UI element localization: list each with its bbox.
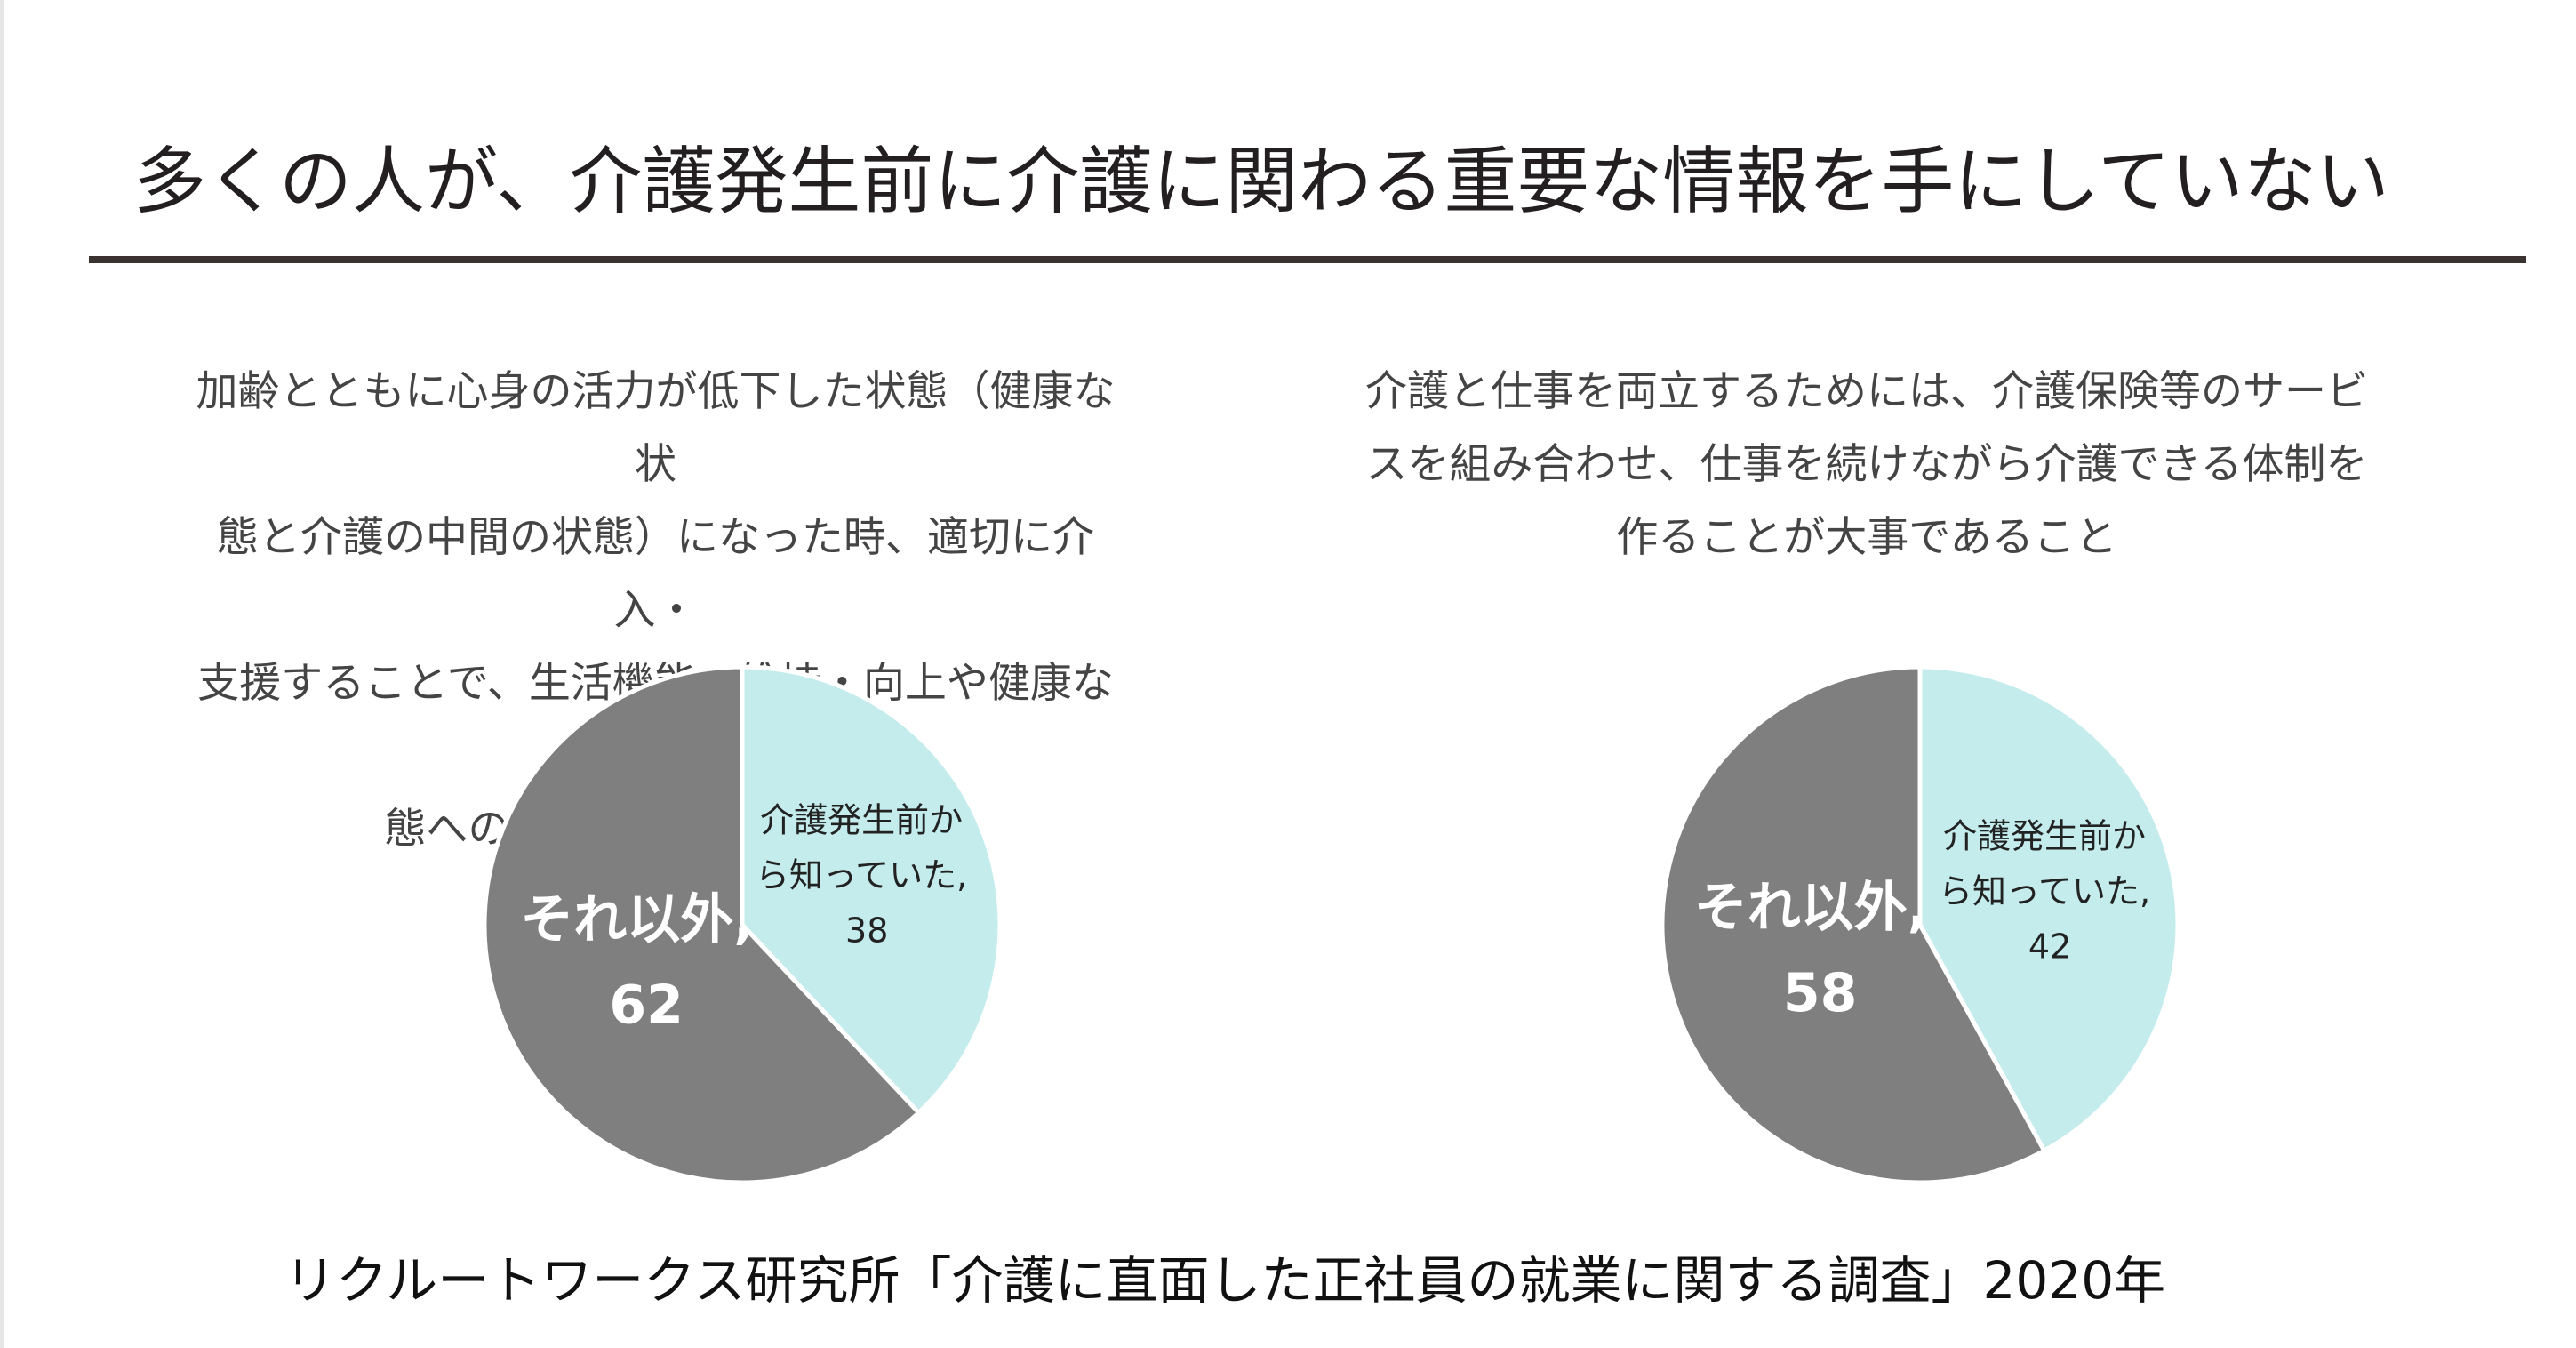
slice-label-known: 介護発生前か ら知っていた, 42	[1939, 817, 2161, 967]
slice-value-known: 42	[2028, 927, 2071, 967]
chart-1-title-line: 加齢とともに心身の活力が低下した状態（健康な状	[196, 367, 1116, 489]
pie-slice-other	[482, 664, 922, 1185]
slice-value-other: 62	[609, 975, 684, 1037]
chart-2-title-line: スを組み合わせ、仕事を続けながら介護できる体制を	[1365, 440, 2368, 489]
pie-slice-known	[740, 664, 1003, 1115]
chart-2-title: 介護と仕事を両立するためには、介護保険等のサービ スを組み合わせ、仕事を続けなが…	[1351, 356, 2382, 574]
page-title: 多くの人が、介護発生前に介護に関わる重要な情報を手にしていない	[133, 140, 2389, 224]
chart-1-title-line: 態と介護の中間の状態）になった時、適切に介入・	[217, 513, 1094, 635]
slice-label-other-line: それ以外,	[520, 889, 754, 951]
slice-label-known-line: ら知っていた,	[1939, 872, 2150, 911]
slice-label-known: 介護発生前か ら知っていた, 38	[756, 801, 978, 951]
chart-2-title-line: 作ることが大事であること	[1616, 513, 2117, 562]
title-divider	[89, 256, 2526, 263]
chart-2-title-line: 介護と仕事を両立するためには、介護保険等のサービ	[1365, 367, 2368, 416]
slice-label-other: それ以外, 58	[1694, 877, 1947, 1024]
pie-slice-known	[1917, 664, 2180, 1153]
slice-label-known-line: ら知っていた,	[756, 856, 967, 895]
source-citation: リクルートワークス研究所「介護に直面した正社員の就業に関する調査」2020年	[284, 1250, 2166, 1311]
pie-chart-2: 介護発生前か ら知っていた, 42 それ以外, 58	[1660, 664, 2180, 1185]
pie-slice-other	[1660, 664, 2047, 1185]
slice-label-other-line: それ以外,	[1694, 877, 1928, 939]
left-edge-border	[0, 0, 4, 1348]
slice-value-other: 58	[1783, 962, 1858, 1024]
slice-label-known-line: 介護発生前か	[1943, 817, 2146, 856]
slice-label-known-line: 介護発生前か	[760, 801, 963, 840]
slice-label-other: それ以外, 62	[520, 889, 772, 1037]
pie-chart-1: 介護発生前か ら知っていた, 38 それ以外, 62	[482, 664, 1003, 1185]
slice-value-known: 38	[845, 911, 888, 951]
